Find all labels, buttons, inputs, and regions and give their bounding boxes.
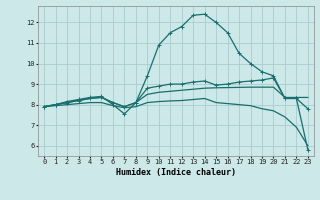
- X-axis label: Humidex (Indice chaleur): Humidex (Indice chaleur): [116, 168, 236, 177]
